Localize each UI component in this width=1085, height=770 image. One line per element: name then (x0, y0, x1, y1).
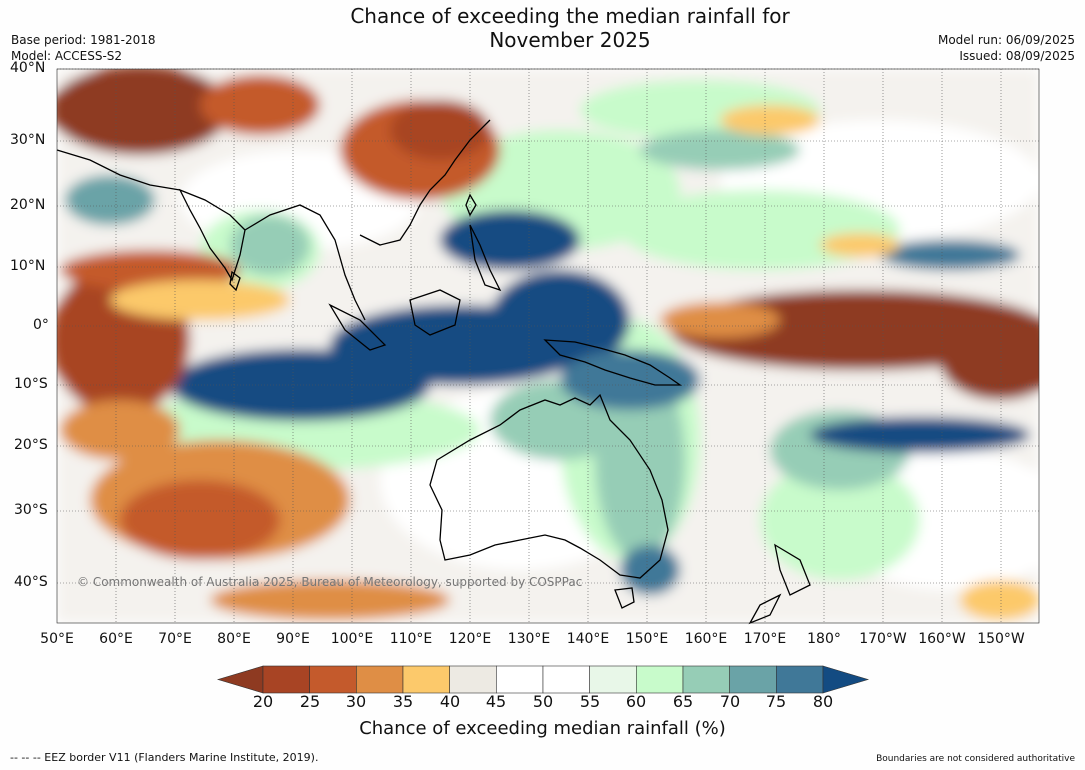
lon-label: 130°E (507, 631, 551, 647)
colorbar-swatch (309, 665, 357, 694)
colorbar-tick: 50 (532, 692, 554, 711)
tasmania-coast (614, 587, 635, 609)
sumatra-coast (328, 303, 387, 351)
lon-label: 180° (807, 631, 841, 647)
meta-right: Model run: 06/09/2025 Issued: 08/09/2025 (938, 32, 1075, 64)
coastlines (56, 119, 811, 625)
new-guinea-coast (543, 339, 683, 386)
colorbar-tick: 35 (392, 692, 414, 711)
lon-label: 170°W (859, 631, 907, 647)
lon-label: 50°E (40, 631, 74, 647)
lat-label: 20°S (14, 437, 48, 453)
eez-legend-text: -- -- -- EEZ border V11 (Flanders Marine… (10, 751, 319, 764)
base-period-text: Base period: 1981-2018 (11, 33, 156, 47)
colorbar (216, 665, 870, 694)
lon-label: 80°E (217, 631, 251, 647)
colorbar-swatch (542, 665, 590, 694)
lon-label: 100°E (330, 631, 374, 647)
colorbar-tick: 20 (252, 692, 274, 711)
model-text: Model: ACCESS-S2 (11, 49, 123, 63)
lon-label: 150°W (977, 631, 1025, 647)
new-zealand-north (774, 543, 811, 596)
colorbar-tick: 65 (672, 692, 694, 711)
colorbar-tick: 70 (719, 692, 741, 711)
colorbar-swatch (636, 665, 684, 694)
lon-label: 160°E (684, 631, 728, 647)
lon-label: 140°E (566, 631, 610, 647)
model-run-text: Model run: 06/09/2025 (937, 33, 1075, 47)
copyright-text: © Commonwealth of Australia 2025, Bureau… (77, 575, 583, 589)
lat-label: 20°N (10, 197, 46, 213)
colorbar-swatch (262, 665, 310, 694)
colorbar-swatch (729, 665, 777, 694)
colorbar-tick: 30 (345, 692, 367, 711)
lat-label: 10°S (14, 376, 48, 392)
map-title: Chance of exceeding the median rainfall … (270, 4, 870, 52)
lon-label: 110°E (389, 631, 433, 647)
issued-text: Issued: 08/09/2025 (959, 49, 1075, 63)
india-coast (178, 188, 246, 282)
lat-label: 30°N (10, 132, 46, 148)
lon-label: 160°W (918, 631, 966, 647)
lon-label: 60°E (99, 631, 133, 647)
colorbar-swatch (402, 665, 450, 694)
colorbar-low-arrow (216, 665, 264, 694)
boundaries-disclaimer: Boundaries are not considered authoritat… (876, 754, 1075, 764)
map-area (56, 68, 1040, 625)
lon-label: 90°E (276, 631, 310, 647)
colorbar-swatch (496, 665, 544, 694)
lat-label: 0° (33, 317, 49, 333)
graticule (57, 68, 1039, 623)
title-line-2: November 2025 (489, 28, 651, 52)
colorbar-tick: 80 (812, 692, 834, 711)
colorbar-title: Chance of exceeding median rainfall (%) (359, 718, 726, 739)
colorbar-tick: 60 (625, 692, 647, 711)
borneo-coast (409, 289, 461, 336)
colorbar-high-arrow (822, 665, 870, 694)
colorbar-swatch (449, 665, 497, 694)
title-line-1: Chance of exceeding the median rainfall … (350, 4, 790, 28)
meta-left: Base period: 1981-2018 Model: ACCESS-S2 (11, 32, 156, 64)
colorbar-swatch (589, 665, 637, 694)
colorbar-tick: 40 (439, 692, 461, 711)
lon-label: 120°E (448, 631, 492, 647)
lat-label: 40°S (14, 574, 48, 590)
colorbar-swatch (776, 665, 824, 694)
lat-label: 10°N (10, 258, 46, 274)
lat-label: 30°S (14, 502, 48, 518)
asia-coast (56, 119, 491, 321)
australia-coast (429, 393, 669, 579)
colorbar-tick: 25 (299, 692, 321, 711)
colorbar-tick: 75 (765, 692, 787, 711)
taiwan-coast (465, 193, 477, 217)
sri-lanka-coast (229, 270, 241, 292)
colorbar-swatch (682, 665, 730, 694)
lat-label: 40°N (10, 60, 46, 76)
lon-label: 150°E (625, 631, 669, 647)
colorbar-tick: 55 (579, 692, 601, 711)
map-frame (56, 68, 1040, 624)
philippines-coast (469, 224, 502, 292)
colorbar-tick: 45 (485, 692, 507, 711)
probability-field (57, 69, 1039, 623)
lon-label: 170°E (743, 631, 787, 647)
colorbar-swatch (356, 665, 404, 694)
lon-label: 70°E (158, 631, 192, 647)
